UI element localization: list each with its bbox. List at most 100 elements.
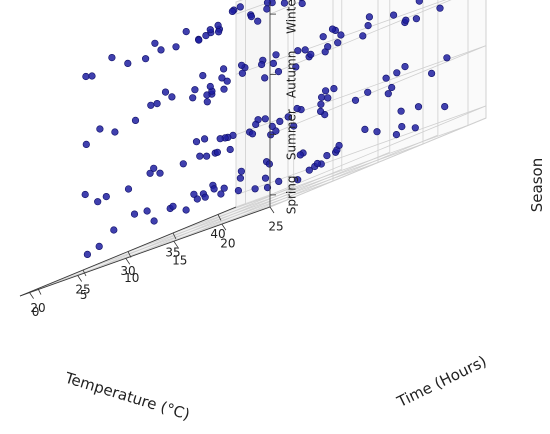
- data-point: [190, 190, 198, 198]
- data-point: [238, 61, 246, 69]
- y-tick: [77, 275, 83, 282]
- data-point: [322, 87, 330, 95]
- data-point: [361, 125, 369, 133]
- data-point: [220, 184, 228, 192]
- data-point: [290, 122, 298, 130]
- data-point: [88, 72, 96, 80]
- data-point: [182, 206, 190, 214]
- data-point: [272, 51, 280, 59]
- data-point: [373, 128, 381, 136]
- data-point: [390, 11, 398, 19]
- data-point: [351, 96, 360, 104]
- y-tick: [29, 292, 34, 299]
- y-tick-label: 15: [172, 254, 187, 268]
- data-point: [192, 138, 201, 146]
- data-point: [252, 120, 260, 128]
- data-point: [124, 59, 132, 68]
- y-tick-label: 25: [268, 220, 283, 234]
- y-tick: [173, 240, 179, 248]
- z-gridline: [269, 105, 487, 196]
- data-point: [81, 190, 89, 199]
- data-point: [415, 0, 423, 5]
- data-point: [157, 46, 165, 54]
- data-point: [268, 122, 276, 130]
- data-point: [124, 185, 133, 193]
- x-tick: [217, 214, 222, 221]
- data-point: [414, 103, 423, 111]
- y-tick-label: 20: [220, 237, 235, 251]
- data-point: [82, 140, 90, 148]
- data-point: [216, 135, 224, 143]
- data-point: [388, 83, 396, 92]
- x-tick: [172, 232, 177, 240]
- data-point: [280, 0, 288, 7]
- data-point: [397, 107, 405, 115]
- data-point: [201, 193, 209, 201]
- data-point: [261, 115, 269, 123]
- data-point: [215, 28, 223, 36]
- x-axis-label: Temperature (°C): [62, 368, 192, 423]
- data-point: [384, 90, 392, 98]
- y-gridline: [77, 186, 294, 276]
- data-point: [323, 152, 331, 160]
- y-gridline: [125, 168, 342, 259]
- data-point: [248, 130, 257, 138]
- z-gridline: [269, 0, 452, 75]
- z-tick-label: Winter: [285, 0, 299, 34]
- data-point: [202, 31, 210, 40]
- data-point: [292, 63, 300, 71]
- data-point: [172, 43, 180, 51]
- data-point: [328, 25, 337, 33]
- data-point: [261, 174, 270, 182]
- data-point: [83, 250, 91, 258]
- x-tick-label: 40: [210, 227, 225, 241]
- data-point: [364, 22, 372, 30]
- data-point: [284, 113, 292, 121]
- data-point: [131, 116, 140, 124]
- x-tick: [82, 269, 87, 277]
- data-point: [393, 69, 401, 77]
- data-point: [206, 82, 214, 91]
- y-axis-label: Time (Hours): [393, 352, 489, 411]
- data-point: [214, 21, 222, 30]
- data-point: [319, 33, 327, 41]
- data-point: [217, 190, 225, 198]
- x-tick-label: 20: [30, 301, 45, 315]
- data-point: [142, 55, 150, 63]
- data-point: [234, 187, 242, 195]
- z-tick-label: Autumn: [285, 51, 299, 98]
- data-point: [226, 145, 234, 154]
- x-tick-label: 35: [165, 246, 180, 260]
- y-tick: [221, 223, 227, 231]
- data-point: [111, 128, 119, 136]
- data-point: [301, 46, 309, 54]
- data-point: [203, 152, 211, 160]
- data-point: [110, 226, 118, 234]
- data-point: [196, 152, 204, 160]
- data-point: [382, 74, 390, 82]
- data-point: [82, 72, 90, 81]
- y-tick: [269, 206, 275, 214]
- data-point: [298, 0, 306, 8]
- y-tick: [125, 258, 131, 265]
- z-gridline: [235, 0, 447, 75]
- data-point: [317, 100, 325, 108]
- y-gridline: [269, 117, 487, 208]
- data-point: [213, 148, 221, 156]
- y-gridline: [221, 134, 439, 225]
- data-point: [443, 54, 451, 62]
- data-point: [274, 67, 283, 76]
- data-point: [94, 198, 102, 206]
- data-point: [398, 122, 406, 131]
- data-point: [307, 50, 315, 59]
- data-point: [218, 74, 226, 82]
- y-gridline: [29, 203, 246, 293]
- data-point: [276, 117, 284, 125]
- data-point: [364, 88, 372, 96]
- data-point: [237, 167, 245, 175]
- data-point: [146, 169, 154, 177]
- data-point: [269, 59, 278, 68]
- data-point: [199, 71, 207, 80]
- x-gridline: [37, 199, 289, 289]
